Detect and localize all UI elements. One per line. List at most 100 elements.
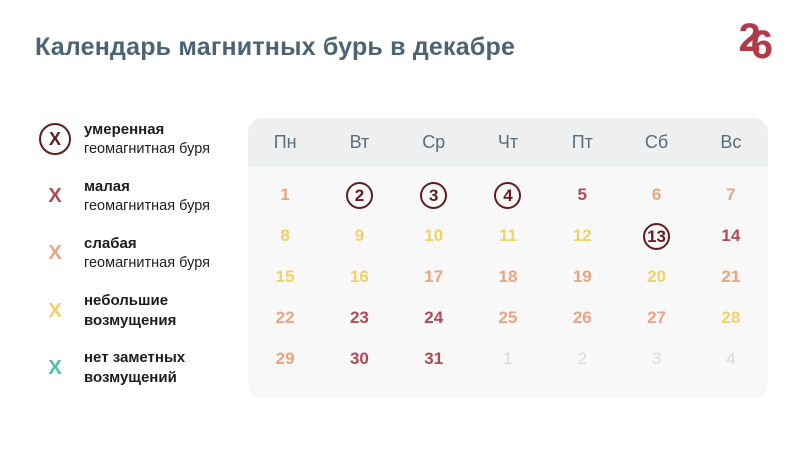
weekday-header-row: Пн Вт Ср Чт Пт Сб Вс (248, 118, 768, 167)
day-30: 30 (350, 350, 369, 369)
weekday-1: Вт (349, 132, 370, 152)
day-25: 25 (499, 309, 518, 328)
weekday-5: Сб (644, 132, 669, 152)
day-9: 9 (355, 227, 364, 246)
legend-item-label: нет заметных возмущений (84, 348, 185, 388)
day-number: 17 (424, 267, 444, 286)
legend-label-line1: умеренная (84, 121, 165, 138)
day-13: 13 (643, 223, 671, 250)
day-number: 8 (280, 226, 290, 245)
weak-storm-x-icon: X (48, 242, 62, 265)
day-number: 23 (349, 308, 369, 327)
day-23: 23 (350, 309, 369, 328)
day-number: 10 (424, 226, 444, 245)
day-12: 12 (573, 227, 592, 246)
day-number: 27 (647, 308, 667, 327)
weekday-4: Пт (571, 132, 593, 152)
day-next-month-2: 2 (578, 350, 587, 369)
day-number: 2 (577, 349, 588, 368)
day-number: 15 (275, 267, 295, 286)
day-24: 24 (424, 309, 443, 328)
weekday-2: Ср (422, 132, 446, 152)
day-3: 3 (420, 182, 448, 209)
day-number: 22 (275, 308, 295, 327)
day-11: 11 (499, 227, 517, 246)
legend-icon-col: X (38, 123, 72, 156)
legend-label-line1: малая (84, 177, 130, 195)
day-next-month-4: 4 (726, 350, 735, 369)
day-number: 31 (424, 349, 444, 368)
day-14: 14 (721, 227, 740, 246)
day-22: 22 (276, 309, 295, 328)
legend-label-line1: нет заметных (84, 349, 186, 367)
weekday-0: Пн (273, 132, 297, 152)
legend-label-line2: возмущения (84, 311, 177, 329)
legend-icon-col: X (38, 243, 72, 263)
day-number: 18 (498, 267, 518, 286)
calendar-grid: 1 2 3 4 5 6 7 8 9 10 11 12 13 14 15 16 17 18 19 20 21 22 23 24 2… (248, 167, 768, 380)
day-number: 30 (349, 349, 369, 368)
legend-icon-col: X (38, 186, 72, 206)
day-number: 1 (503, 349, 513, 368)
day-number: 28 (721, 308, 741, 327)
none-storm-x-icon: X (48, 357, 62, 380)
day-number: 12 (572, 226, 592, 245)
day-next-month-3: 3 (652, 350, 661, 369)
legend-label-line1: небольшие (84, 291, 169, 309)
legend-label-line2: геомагнитная буря (84, 140, 210, 157)
day-18: 18 (499, 268, 518, 287)
logo-digit-2: 2 (738, 16, 761, 60)
logo-digit-6: 6 (750, 23, 773, 67)
legend-label-line1: слабая (84, 234, 137, 252)
day-15: 15 (276, 268, 295, 287)
day-7: 7 (726, 186, 735, 205)
day-2: 2 (345, 182, 373, 209)
day-number: 14 (721, 226, 741, 245)
minor-storm-x-icon: X (48, 185, 62, 208)
day-number: 20 (647, 267, 667, 286)
day-number: 6 (651, 185, 662, 204)
page-title: Календарь магнитных бурь в декабре (35, 33, 516, 61)
day-number: 19 (572, 267, 592, 286)
disturbances-storm-x-icon: X (48, 299, 62, 322)
day-28: 28 (721, 309, 740, 328)
day-27: 27 (647, 309, 666, 328)
day-29: 29 (276, 350, 295, 369)
day-number: 29 (275, 349, 295, 368)
day-26: 26 (573, 309, 592, 328)
day-number: 4 (494, 182, 522, 209)
day-number: 4 (726, 349, 736, 368)
day-number: 9 (354, 226, 365, 245)
legend-label-line2: геомагнитная буря (84, 254, 210, 271)
day-number: 5 (577, 185, 588, 204)
day-21: 21 (721, 268, 740, 287)
brand-logo-26-icon: 26 (738, 16, 774, 65)
day-6: 6 (652, 186, 661, 205)
moderate-storm-x-icon: X (39, 123, 71, 156)
day-number: 7 (726, 185, 736, 204)
day-number: 13 (643, 223, 671, 250)
weekday-3: Чт (497, 132, 519, 152)
legend-icon-col: X (38, 301, 72, 321)
legend-icon-col: X (38, 358, 72, 378)
day-number: 26 (572, 308, 592, 327)
day-1: 1 (280, 186, 289, 205)
legend-label-line2: возмущений (84, 369, 177, 387)
legend-item-label: слабая геомагнитная буря (84, 234, 210, 273)
day-number: 3 (420, 182, 448, 209)
day-4: 4 (494, 182, 522, 209)
calendar-panel: Пн Вт Ср Чт Пт Сб Вс 1 2 3 4 5 6 7 8 9 10 11 12 13 14 15 16 17… (248, 118, 768, 398)
day-next-month-1: 1 (503, 350, 512, 369)
day-number: 24 (424, 308, 444, 327)
legend-label-line2: геомагнитная буря (84, 197, 210, 214)
day-number: 11 (499, 226, 517, 245)
day-number: 16 (349, 267, 369, 286)
day-5: 5 (578, 186, 587, 205)
day-10: 10 (424, 227, 443, 246)
day-number: 3 (651, 349, 662, 368)
